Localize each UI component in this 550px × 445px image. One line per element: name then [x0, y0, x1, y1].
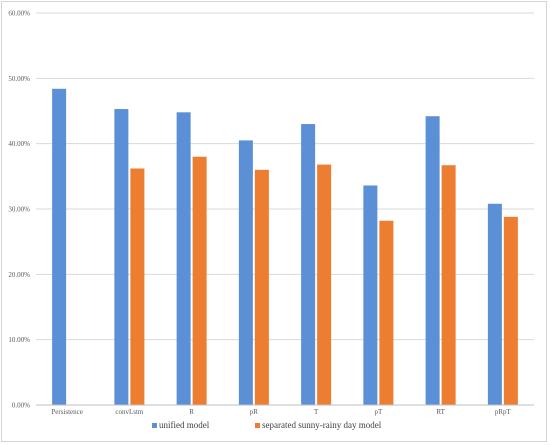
bar-unified-pt: [363, 185, 378, 405]
x-tick-label: RT: [436, 408, 445, 416]
y-axis-tick-labels: 0.00% 10.00% 20.00% 30.00% 40.00% 50.00% 60.00…: [8, 10, 30, 410]
y-tick-label: 60.00%: [8, 10, 30, 18]
y-tick-label: 10.00%: [8, 336, 30, 344]
bar-separated-r: [192, 156, 207, 405]
bar-unified-prpt: [487, 203, 502, 405]
bar-separated-pr: [254, 169, 269, 405]
bar-unified-pr: [238, 140, 253, 405]
y-tick-label: 0.00%: [12, 402, 30, 410]
legend-label-separated-model: separated sunny-rainy day model: [262, 420, 382, 430]
y-tick-label: 20.00%: [8, 271, 30, 279]
legend: unified model separated sunny-rainy day …: [152, 420, 382, 430]
bar-separated-rt: [441, 165, 456, 405]
bar-separated-t: [317, 164, 332, 405]
legend-swatch-separated-model: [255, 423, 260, 428]
y-tick-label: 30.00%: [8, 206, 30, 214]
x-tick-label: R: [189, 408, 194, 416]
gridlines: [36, 12, 534, 406]
bar-separated-prpt: [503, 216, 518, 405]
bar-separated-pt: [379, 220, 394, 405]
bar-unified-persistence: [52, 88, 67, 405]
bar-unified-rt: [425, 116, 440, 405]
bars: [52, 88, 518, 406]
x-tick-label: convLstm: [115, 408, 144, 416]
x-tick-label: pRpT: [495, 408, 512, 416]
x-tick-label: pR: [250, 408, 259, 416]
bar-unified-t: [301, 124, 316, 406]
y-tick-label: 40.00%: [8, 140, 30, 148]
legend-swatch-unified-model: [152, 423, 157, 428]
x-tick-label: T: [314, 408, 319, 416]
legend-label-unified-model: unified model: [159, 420, 210, 430]
bar-unified-convlstm: [114, 109, 129, 405]
bar-unified-r: [176, 112, 191, 405]
x-tick-label: pT: [374, 408, 383, 416]
bar-separated-convlstm: [130, 168, 145, 405]
y-tick-label: 50.00%: [8, 75, 30, 83]
x-tick-label: Persistence: [51, 408, 83, 416]
